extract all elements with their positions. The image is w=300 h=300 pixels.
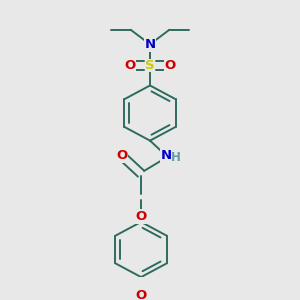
Text: N: N	[144, 38, 156, 52]
Text: O: O	[116, 149, 128, 162]
Text: O: O	[165, 59, 176, 72]
Text: S: S	[145, 59, 155, 72]
Text: O: O	[124, 59, 135, 72]
Text: H: H	[171, 151, 181, 164]
Text: O: O	[136, 289, 147, 300]
Text: O: O	[136, 210, 147, 223]
Text: N: N	[161, 149, 172, 162]
